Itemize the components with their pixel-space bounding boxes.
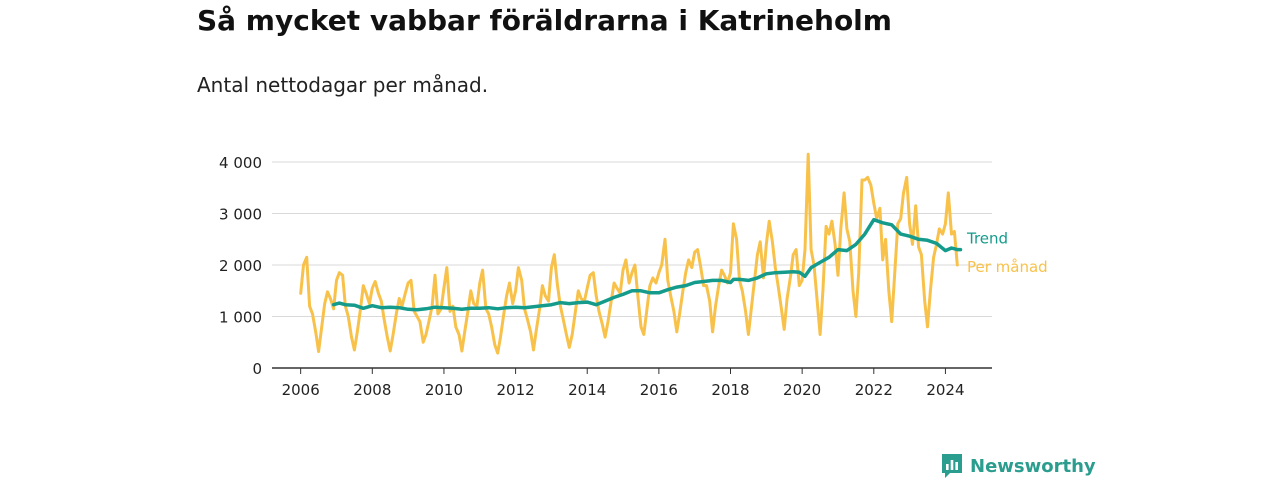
chart-subtitle: Antal nettodagar per månad.	[197, 73, 489, 97]
grid-lines	[272, 161, 992, 317]
series-line-trend	[331, 217, 963, 312]
y-axis-ticks: 0 1 000 2 000 3 000 4 000	[219, 154, 262, 378]
brand-name: Newsworthy	[970, 455, 1096, 477]
x-tick-label: 2022	[855, 381, 893, 399]
y-tick-label: 1 000	[219, 309, 262, 327]
y-tick-label: 0	[252, 360, 262, 378]
series-label-per-manad: Per månad	[967, 258, 1048, 276]
x-tick-label: 2014	[568, 381, 606, 399]
newsworthy-logo-icon	[942, 454, 962, 478]
x-tick-label: 2006	[282, 381, 320, 399]
x-tick-label: 2024	[926, 381, 964, 399]
series-lines	[299, 152, 963, 355]
x-tick-label: 2012	[496, 381, 534, 399]
newsworthy-brand[interactable]: Newsworthy	[940, 452, 1096, 480]
x-tick-label: 2016	[640, 381, 678, 399]
y-tick-label: 2 000	[219, 257, 262, 275]
chart-title: Så mycket vabbar föräldrarna i Katrineho…	[197, 4, 892, 37]
x-tick-label: 2018	[711, 381, 749, 399]
x-tick-label: 2008	[353, 381, 391, 399]
x-tick-label: 2010	[425, 381, 463, 399]
series-labels: Per månad Trend	[966, 230, 1048, 276]
y-tick-label: 4 000	[219, 154, 262, 172]
y-tick-label: 3 000	[219, 206, 262, 224]
x-axis: 2006 2008 2010 2012 2014 2016 2018 2020 2022 2024	[272, 367, 992, 399]
series-line-per-manad	[299, 152, 959, 355]
series-label-trend: Trend	[966, 230, 1008, 248]
x-tick-label: 2020	[783, 381, 821, 399]
